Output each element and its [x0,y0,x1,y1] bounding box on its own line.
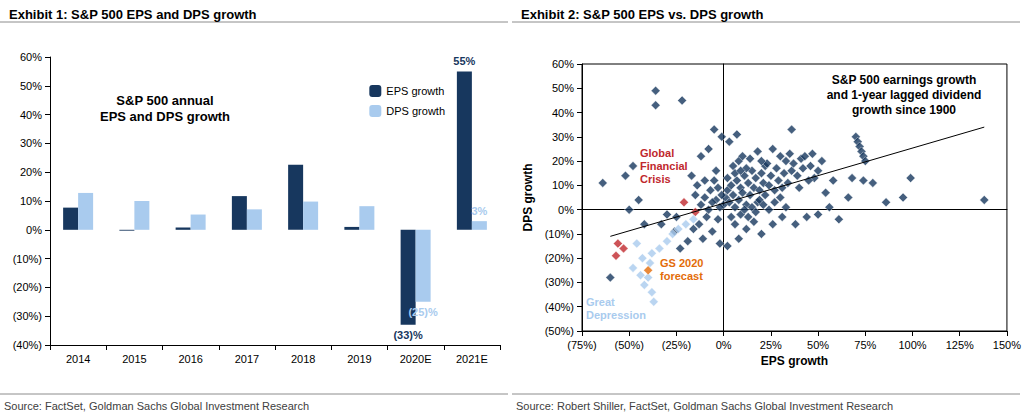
svg-text:0%: 0% [558,204,574,216]
svg-text:2016: 2016 [178,353,202,365]
svg-text:40%: 40% [552,107,574,119]
svg-text:growth since 1900: growth since 1900 [852,103,956,117]
svg-text:DPS growth: DPS growth [521,164,535,232]
svg-text:(25)%: (25)% [408,306,438,318]
svg-text:60%: 60% [20,51,42,63]
svg-text:Crisis: Crisis [640,173,671,185]
svg-text:10%: 10% [20,195,42,207]
svg-text:DPS growth: DPS growth [386,105,445,117]
svg-text:10%: 10% [552,179,574,191]
svg-text:Exhibit 2: S&P 500 EPS vs. DPS: Exhibit 2: S&P 500 EPS vs. DPS growth [521,7,764,22]
svg-text:Exhibit 1: S&P 500 EPS and DPS: Exhibit 1: S&P 500 EPS and DPS growth [9,7,257,22]
svg-text:2018: 2018 [291,353,315,365]
svg-text:55%: 55% [453,55,475,67]
svg-text:0%: 0% [26,224,42,236]
svg-text:2014: 2014 [66,353,90,365]
svg-text:2020E: 2020E [400,353,432,365]
svg-text:(20%): (20%) [13,281,42,293]
svg-text:50%: 50% [552,82,574,94]
svg-text:40%: 40% [20,109,42,121]
svg-text:Great: Great [586,296,615,308]
svg-text:20%: 20% [552,155,574,167]
svg-text:(75%): (75%) [567,339,596,351]
svg-text:50%: 50% [807,339,829,351]
svg-text:30%: 30% [20,137,42,149]
svg-text:25%: 25% [760,339,782,351]
svg-text:2019: 2019 [347,353,371,365]
svg-text:S&P 500 earnings growth: S&P 500 earnings growth [832,73,977,87]
svg-text:(50%): (50%) [615,339,644,351]
svg-text:60%: 60% [552,58,574,70]
svg-text:Source: Robert Shiller, FactSe: Source: Robert Shiller, FactSet, Goldman… [516,400,893,412]
svg-text:0%: 0% [716,339,732,351]
svg-text:Source: FactSet, Goldman Sachs: Source: FactSet, Goldman Sachs Global In… [4,400,309,412]
svg-text:EPS growth: EPS growth [386,85,444,97]
svg-text:30%: 30% [552,131,574,143]
svg-text:100%: 100% [898,339,926,351]
svg-text:Global: Global [640,147,674,159]
svg-text:(40%): (40%) [545,301,574,313]
svg-text:2015: 2015 [122,353,146,365]
svg-text:and 1-year lagged dividend: and 1-year lagged dividend [827,88,982,102]
svg-text:50%: 50% [20,80,42,92]
svg-text:20%: 20% [20,166,42,178]
svg-text:EPS growth: EPS growth [761,354,828,368]
svg-text:(50%): (50%) [545,325,574,337]
svg-text:(10%): (10%) [13,253,42,265]
svg-text:3%: 3% [471,205,487,217]
svg-text:GS 2020: GS 2020 [660,257,703,269]
svg-text:2021E: 2021E [456,353,488,365]
svg-text:EPS and DPS growth: EPS and DPS growth [100,109,230,124]
svg-text:(10%): (10%) [545,228,574,240]
svg-text:forecast: forecast [660,270,703,282]
svg-text:(20%): (20%) [545,252,574,264]
svg-text:(30%): (30%) [13,310,42,322]
svg-text:75%: 75% [854,339,876,351]
svg-text:S&P 500 annual: S&P 500 annual [116,93,213,108]
svg-text:(25%): (25%) [662,339,691,351]
svg-text:150%: 150% [993,339,1021,351]
svg-text:Depression: Depression [586,309,646,321]
svg-text:Financial: Financial [640,160,688,172]
svg-text:(33)%: (33)% [393,329,423,341]
svg-text:(30%): (30%) [545,276,574,288]
svg-text:125%: 125% [946,339,974,351]
svg-text:(40%): (40%) [13,339,42,351]
svg-text:2017: 2017 [235,353,259,365]
